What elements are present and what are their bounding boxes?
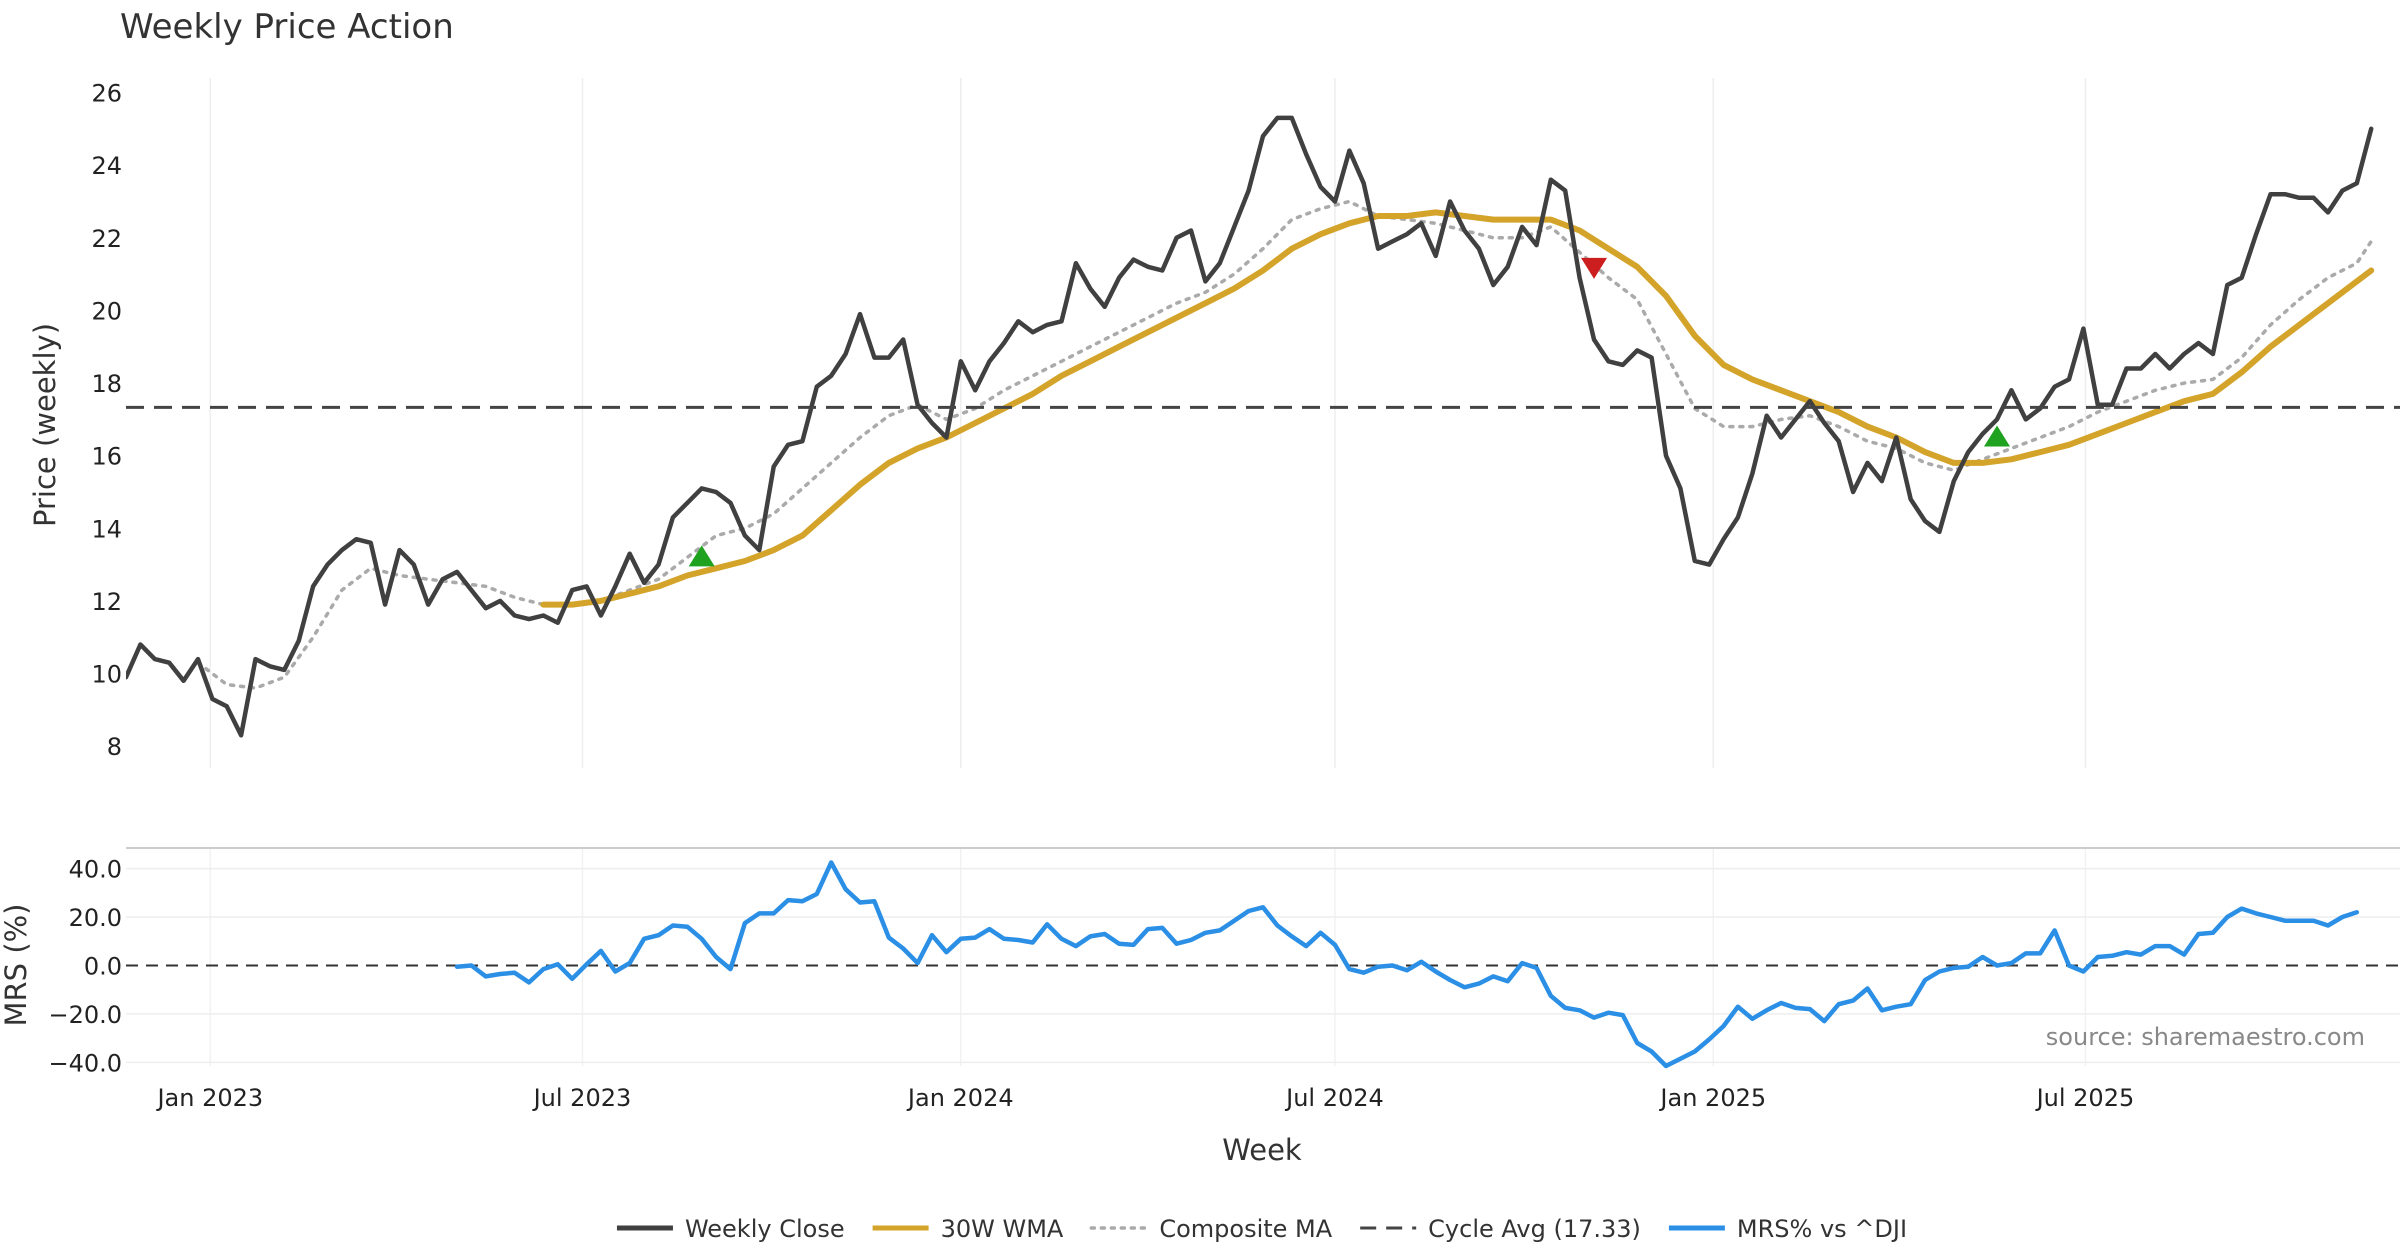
y-tick-label-price: 14 [91,515,122,543]
y-axis-title-mrs: MRS (%) [0,904,33,1027]
y-tick-label-mrs: −40.0 [48,1049,122,1077]
x-tick-label: Jul 2025 [2035,1084,2135,1112]
mrs-panel: 40.0 20.0 0.0 −20.0 −40.0 [48,847,2400,1077]
y-tick-label-price: 8 [107,733,122,761]
weekly-close-line [126,115,2374,738]
x-tick-label: Jul 2023 [532,1084,632,1112]
legend: Weekly Close 30W WMA Composite MA Cycle Avg… [616,1215,1907,1243]
y-tick-label-price: 10 [91,661,122,689]
legend-30w-wma: 30W WMA [872,1215,1064,1243]
y-tick-label-price: 20 [91,297,122,325]
y-tick-label-price: 26 [91,80,122,108]
y-tick-label-price: 24 [91,152,122,180]
legend-weekly-close: Weekly Close [616,1215,845,1243]
y-tick-label-mrs: 40.0 [69,856,122,884]
chart-title: Weekly Price Action [120,7,454,47]
x-tick-label: Jan 2023 [155,1084,263,1112]
legend-composite-ma: Composite MA [1089,1215,1333,1243]
legend-label: Composite MA [1159,1215,1332,1243]
y-tick-label-mrs: 0.0 [84,952,122,980]
mrs-line [454,860,2360,1069]
legend-mrs: MRS% vs ^DJI [1668,1215,1907,1243]
price-panel: 8 10 12 14 16 18 20 22 24 26 [91,78,2400,768]
composite-ma-line [196,199,2373,690]
source-annotation: source: sharemaestro.com [2046,1023,2365,1051]
wma-30w-line [540,209,2375,608]
legend-label: MRS% vs ^DJI [1737,1215,1907,1243]
y-tick-label-price: 16 [91,443,122,471]
buy-signal-marker [1984,425,2011,447]
y-tick-label-mrs: −20.0 [48,1001,122,1029]
x-tick-label: Jan 2024 [906,1084,1014,1112]
y-tick-label-price: 18 [91,370,122,398]
mrs-plot-area [454,860,2360,1069]
y-tick-label-price: 12 [91,588,122,616]
y-tick-label-mrs: 20.0 [69,904,122,932]
x-tick-label: Jan 2025 [1658,1084,1766,1112]
x-axis: Jan 2023 Jul 2023 Jan 2024 Jul 2024 Jan 2025… [155,1084,2134,1112]
y-axis-title-price: Price (weekly) [28,323,62,527]
sell-signal-marker [1581,257,1608,279]
legend-label: 30W WMA [941,1215,1064,1243]
x-tick-label: Jul 2024 [1284,1084,1384,1112]
y-tick-label-price: 22 [91,225,122,253]
legend-label: Cycle Avg (17.33) [1428,1215,1641,1243]
price-plot-area [126,115,2375,738]
legend-cycle-avg: Cycle Avg (17.33) [1360,1215,1641,1243]
legend-label: Weekly Close [685,1215,845,1243]
x-axis-title: Week [1222,1133,1302,1167]
buy-signal-marker [688,545,715,567]
